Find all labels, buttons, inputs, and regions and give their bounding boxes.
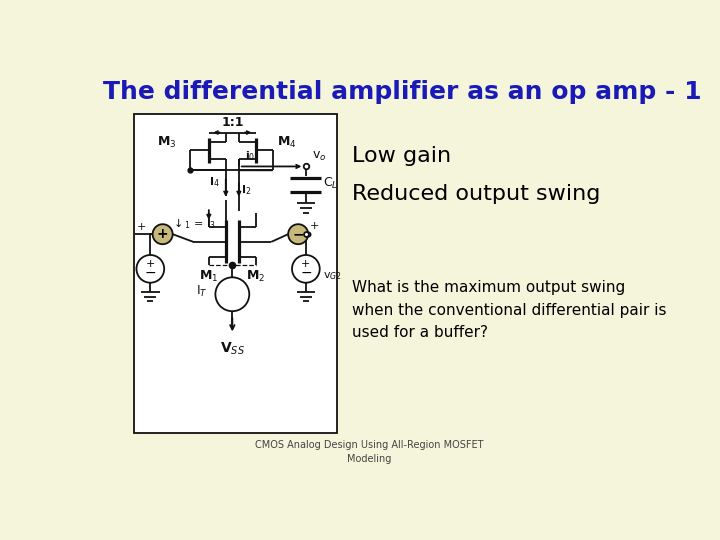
Text: CMOS Analog Design Using All-Region MOSFET
Modeling: CMOS Analog Design Using All-Region MOSF… bbox=[255, 441, 483, 464]
Text: M$_2$: M$_2$ bbox=[246, 269, 266, 284]
Text: i$_0$: i$_0$ bbox=[245, 149, 256, 163]
Text: −: − bbox=[145, 266, 156, 280]
Text: +: + bbox=[157, 227, 168, 241]
Text: The differential amplifier as an op amp - 1: The differential amplifier as an op amp … bbox=[104, 80, 702, 104]
Text: +: + bbox=[310, 221, 319, 231]
Text: Low gain: Low gain bbox=[352, 146, 451, 166]
Circle shape bbox=[288, 224, 308, 244]
Text: $\downarrow$$_1$ = I$_3$: $\downarrow$$_1$ = I$_3$ bbox=[171, 217, 217, 231]
Circle shape bbox=[153, 224, 173, 244]
Bar bbox=[134, 114, 337, 433]
Text: +: + bbox=[137, 222, 146, 232]
Text: M$_3$: M$_3$ bbox=[157, 135, 176, 150]
Circle shape bbox=[137, 255, 164, 283]
Text: M$_4$: M$_4$ bbox=[277, 135, 297, 150]
Circle shape bbox=[215, 278, 249, 311]
Text: Reduced output swing: Reduced output swing bbox=[352, 184, 600, 204]
Text: M$_1$: M$_1$ bbox=[199, 269, 218, 284]
Text: V$_{SS}$: V$_{SS}$ bbox=[220, 340, 245, 357]
Text: I$_2$: I$_2$ bbox=[241, 183, 251, 197]
Text: +: + bbox=[145, 259, 155, 269]
Text: +: + bbox=[301, 259, 310, 269]
Text: 1:1: 1:1 bbox=[221, 117, 243, 130]
Text: I$_4$: I$_4$ bbox=[209, 175, 220, 189]
Text: −: − bbox=[292, 227, 304, 241]
Text: C$_L$: C$_L$ bbox=[323, 176, 338, 191]
Text: v$_o$: v$_o$ bbox=[312, 150, 326, 164]
Text: What is the maximum output swing
when the conventional differential pair is
used: What is the maximum output swing when th… bbox=[352, 280, 667, 340]
Text: −: − bbox=[300, 266, 312, 280]
Text: I$_T$: I$_T$ bbox=[196, 284, 207, 299]
Circle shape bbox=[292, 255, 320, 283]
Text: v$_{G1}$: v$_{G1}$ bbox=[137, 271, 156, 282]
Text: v$_{G2}$: v$_{G2}$ bbox=[323, 271, 342, 282]
